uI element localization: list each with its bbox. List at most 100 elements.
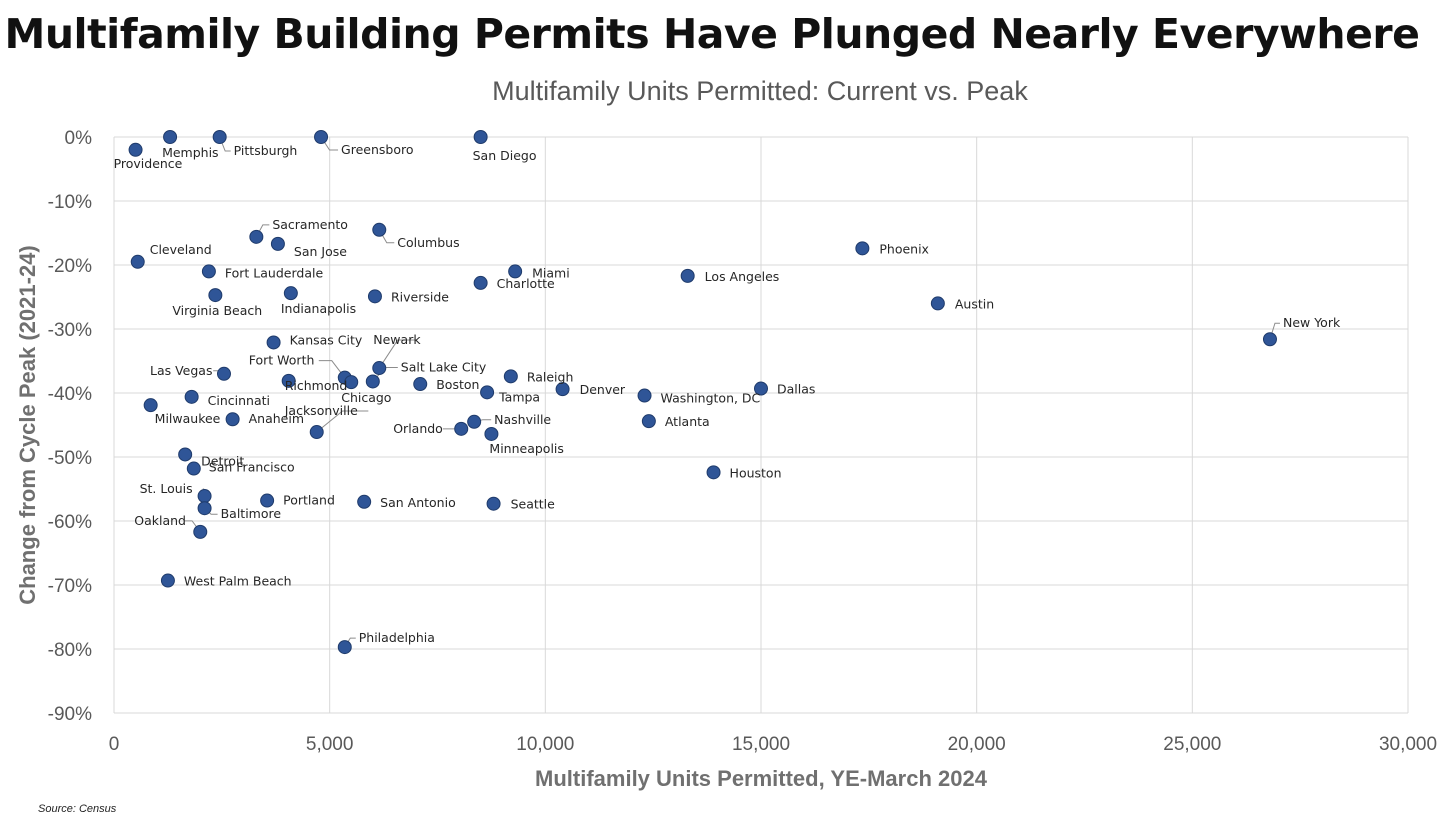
data-label: New York: [1283, 315, 1341, 330]
y-tick-label: -40%: [48, 384, 92, 405]
data-point: [344, 375, 359, 390]
data-label: Raleigh: [527, 369, 574, 384]
data-point: [216, 366, 231, 381]
data-label: Riverside: [391, 289, 449, 304]
y-axis-title: Change from Cycle Peak (2021-24): [15, 245, 40, 605]
data-point: [193, 524, 208, 539]
data-label: Denver: [580, 382, 626, 397]
data-point: [930, 296, 945, 311]
data-label: San Antonio: [380, 495, 456, 510]
x-tick-label: 25,000: [1163, 734, 1221, 755]
data-point: [413, 377, 428, 392]
data-point: [143, 398, 158, 413]
data-label: Newark: [373, 332, 421, 347]
data-point: [473, 275, 488, 290]
y-tick-label: -50%: [48, 448, 92, 469]
data-point: [130, 254, 145, 269]
data-label: Fort Worth: [249, 353, 315, 368]
chart-title: Multifamily Building Permits Have Plunge…: [4, 10, 1420, 58]
data-point: [270, 236, 285, 251]
data-label: Los Angeles: [705, 269, 780, 284]
data-label: Nashville: [494, 412, 551, 427]
y-tick-label: -30%: [48, 320, 92, 341]
data-point: [249, 229, 264, 244]
data-point: [365, 374, 380, 389]
data-label: Providence: [114, 156, 183, 171]
data-label: Anaheim: [249, 411, 304, 426]
data-point: [372, 361, 387, 376]
data-point: [197, 501, 212, 516]
scatter-plot: 0% -10% -20% -30% -40% -50% -60% -70% -80% -90% 0 5…: [15, 128, 1437, 791]
data-point: [467, 414, 482, 429]
x-tick-label: 20,000: [948, 734, 1006, 755]
data-point: [208, 288, 223, 303]
y-tick-label: -70%: [48, 576, 92, 597]
data-point: [503, 369, 518, 384]
data-label: Greensboro: [341, 142, 413, 157]
chart-subtitle: Multifamily Units Permitted: Current vs.…: [492, 76, 1028, 106]
data-label: Philadelphia: [359, 630, 435, 645]
data-label: San Francisco: [209, 460, 295, 475]
data-point: [212, 130, 227, 144]
data-point: [128, 142, 143, 157]
data-label: Atlanta: [665, 414, 710, 429]
data-label: Virginia Beach: [172, 303, 262, 318]
data-point: [680, 268, 695, 283]
data-point: [197, 489, 212, 504]
data-label: Milwaukee: [155, 411, 221, 426]
data-label: Cincinnati: [208, 393, 270, 408]
data-label: Memphis: [162, 145, 219, 160]
data-point: [473, 130, 488, 144]
leader-line: [316, 410, 369, 433]
data-point: [163, 130, 178, 144]
data-label: Charlotte: [497, 276, 555, 291]
data-label: Columbus: [397, 235, 459, 250]
y-tick-label: -80%: [48, 640, 92, 661]
x-tick-label: 10,000: [516, 734, 574, 755]
data-label: Seattle: [511, 497, 556, 512]
leader-line: [318, 360, 346, 378]
y-tick-label: -60%: [48, 512, 92, 533]
x-tick-label: 5,000: [306, 734, 354, 755]
data-label: Pittsburgh: [234, 143, 298, 158]
data-point: [281, 373, 296, 388]
data-point: [357, 494, 372, 509]
x-axis-title: Multifamily Units Permitted, YE-March 20…: [535, 766, 988, 791]
data-label: Indianapolis: [281, 301, 356, 316]
y-tick-label: -20%: [48, 256, 92, 277]
source-note: Source: Census: [38, 803, 117, 815]
data-label: Orlando: [393, 421, 443, 436]
data-point: [706, 465, 721, 480]
data-label: Richmond: [285, 378, 348, 393]
data-label: Minneapolis: [489, 441, 563, 456]
data-label: San Diego: [473, 148, 537, 163]
y-tick-label: -10%: [48, 192, 92, 213]
y-tick-label: -90%: [48, 704, 92, 725]
data-point: [314, 130, 329, 144]
data-point: [266, 335, 281, 350]
data-label: Jacksonville: [284, 403, 358, 418]
data-point: [855, 241, 870, 256]
data-label: Sacramento: [272, 217, 348, 232]
leader-line: [378, 339, 417, 369]
data-point: [480, 385, 495, 400]
data-point: [555, 382, 570, 397]
data-label: Portland: [283, 493, 335, 508]
data-point: [225, 412, 240, 427]
data-label: Miami: [532, 265, 570, 280]
data-point: [486, 496, 501, 511]
data-point: [754, 381, 768, 396]
data-label: Las Vegas: [150, 363, 213, 378]
data-label: Phoenix: [879, 241, 929, 256]
data-point: [184, 389, 199, 404]
data-label: Oakland: [134, 513, 186, 528]
gridlines: [113, 136, 1409, 714]
x-tick-label: 30,000: [1379, 734, 1437, 755]
data-label: Dallas: [777, 382, 815, 397]
data-label: Cleveland: [150, 242, 212, 257]
data-label: St. Louis: [140, 481, 193, 496]
data-point: [454, 421, 469, 436]
data-point: [637, 388, 652, 403]
data-point: [337, 640, 352, 655]
